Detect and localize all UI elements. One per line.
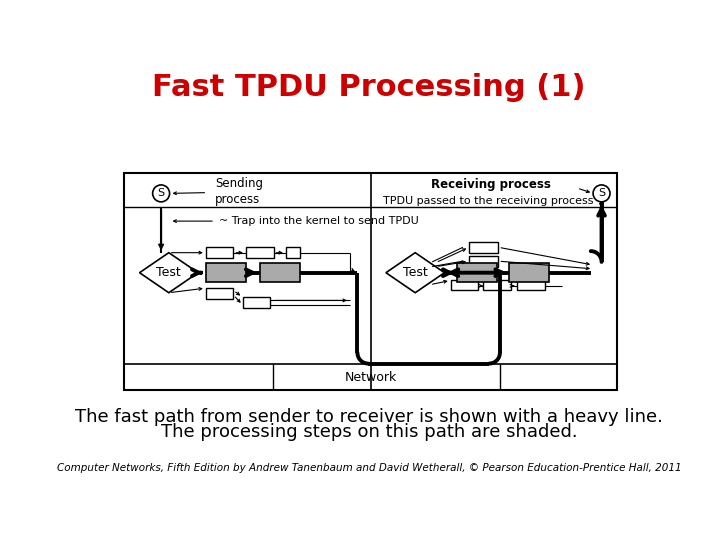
Text: ~ Trap into the kernel to send TPDU: ~ Trap into the kernel to send TPDU bbox=[219, 216, 418, 226]
Text: The processing steps on this path are shaded.: The processing steps on this path are sh… bbox=[161, 423, 577, 441]
Bar bbox=[456, 264, 497, 282]
Polygon shape bbox=[386, 253, 444, 293]
Text: S: S bbox=[598, 188, 605, 198]
Bar bbox=[243, 298, 271, 308]
Bar bbox=[206, 247, 233, 258]
Text: Sending
process: Sending process bbox=[215, 177, 263, 206]
Bar bbox=[509, 264, 549, 282]
Bar bbox=[286, 247, 300, 258]
Bar bbox=[451, 280, 478, 291]
Text: S: S bbox=[158, 188, 165, 198]
Circle shape bbox=[593, 185, 610, 202]
Text: TPDU passed to the receiving process: TPDU passed to the receiving process bbox=[383, 196, 593, 206]
Text: Fast TPDU Processing (1): Fast TPDU Processing (1) bbox=[152, 73, 586, 103]
Text: Computer Networks, Fifth Edition by Andrew Tanenbaum and David Wetherall, © Pear: Computer Networks, Fifth Edition by Andr… bbox=[57, 463, 681, 473]
Circle shape bbox=[153, 185, 170, 202]
Text: Receiving process: Receiving process bbox=[431, 178, 551, 191]
Bar bbox=[260, 264, 300, 282]
Bar bbox=[469, 242, 498, 253]
Polygon shape bbox=[140, 253, 198, 293]
Bar bbox=[246, 247, 274, 258]
Bar bbox=[206, 264, 246, 282]
Bar bbox=[469, 256, 498, 267]
Text: Network: Network bbox=[344, 371, 397, 384]
Text: Test: Test bbox=[156, 266, 181, 279]
Text: The fast path from sender to receiver is shown with a heavy line.: The fast path from sender to receiver is… bbox=[75, 408, 663, 426]
Text: Test: Test bbox=[402, 266, 428, 279]
Bar bbox=[517, 280, 544, 291]
Bar bbox=[483, 280, 510, 291]
Bar bbox=[124, 173, 617, 390]
Bar bbox=[206, 288, 233, 299]
